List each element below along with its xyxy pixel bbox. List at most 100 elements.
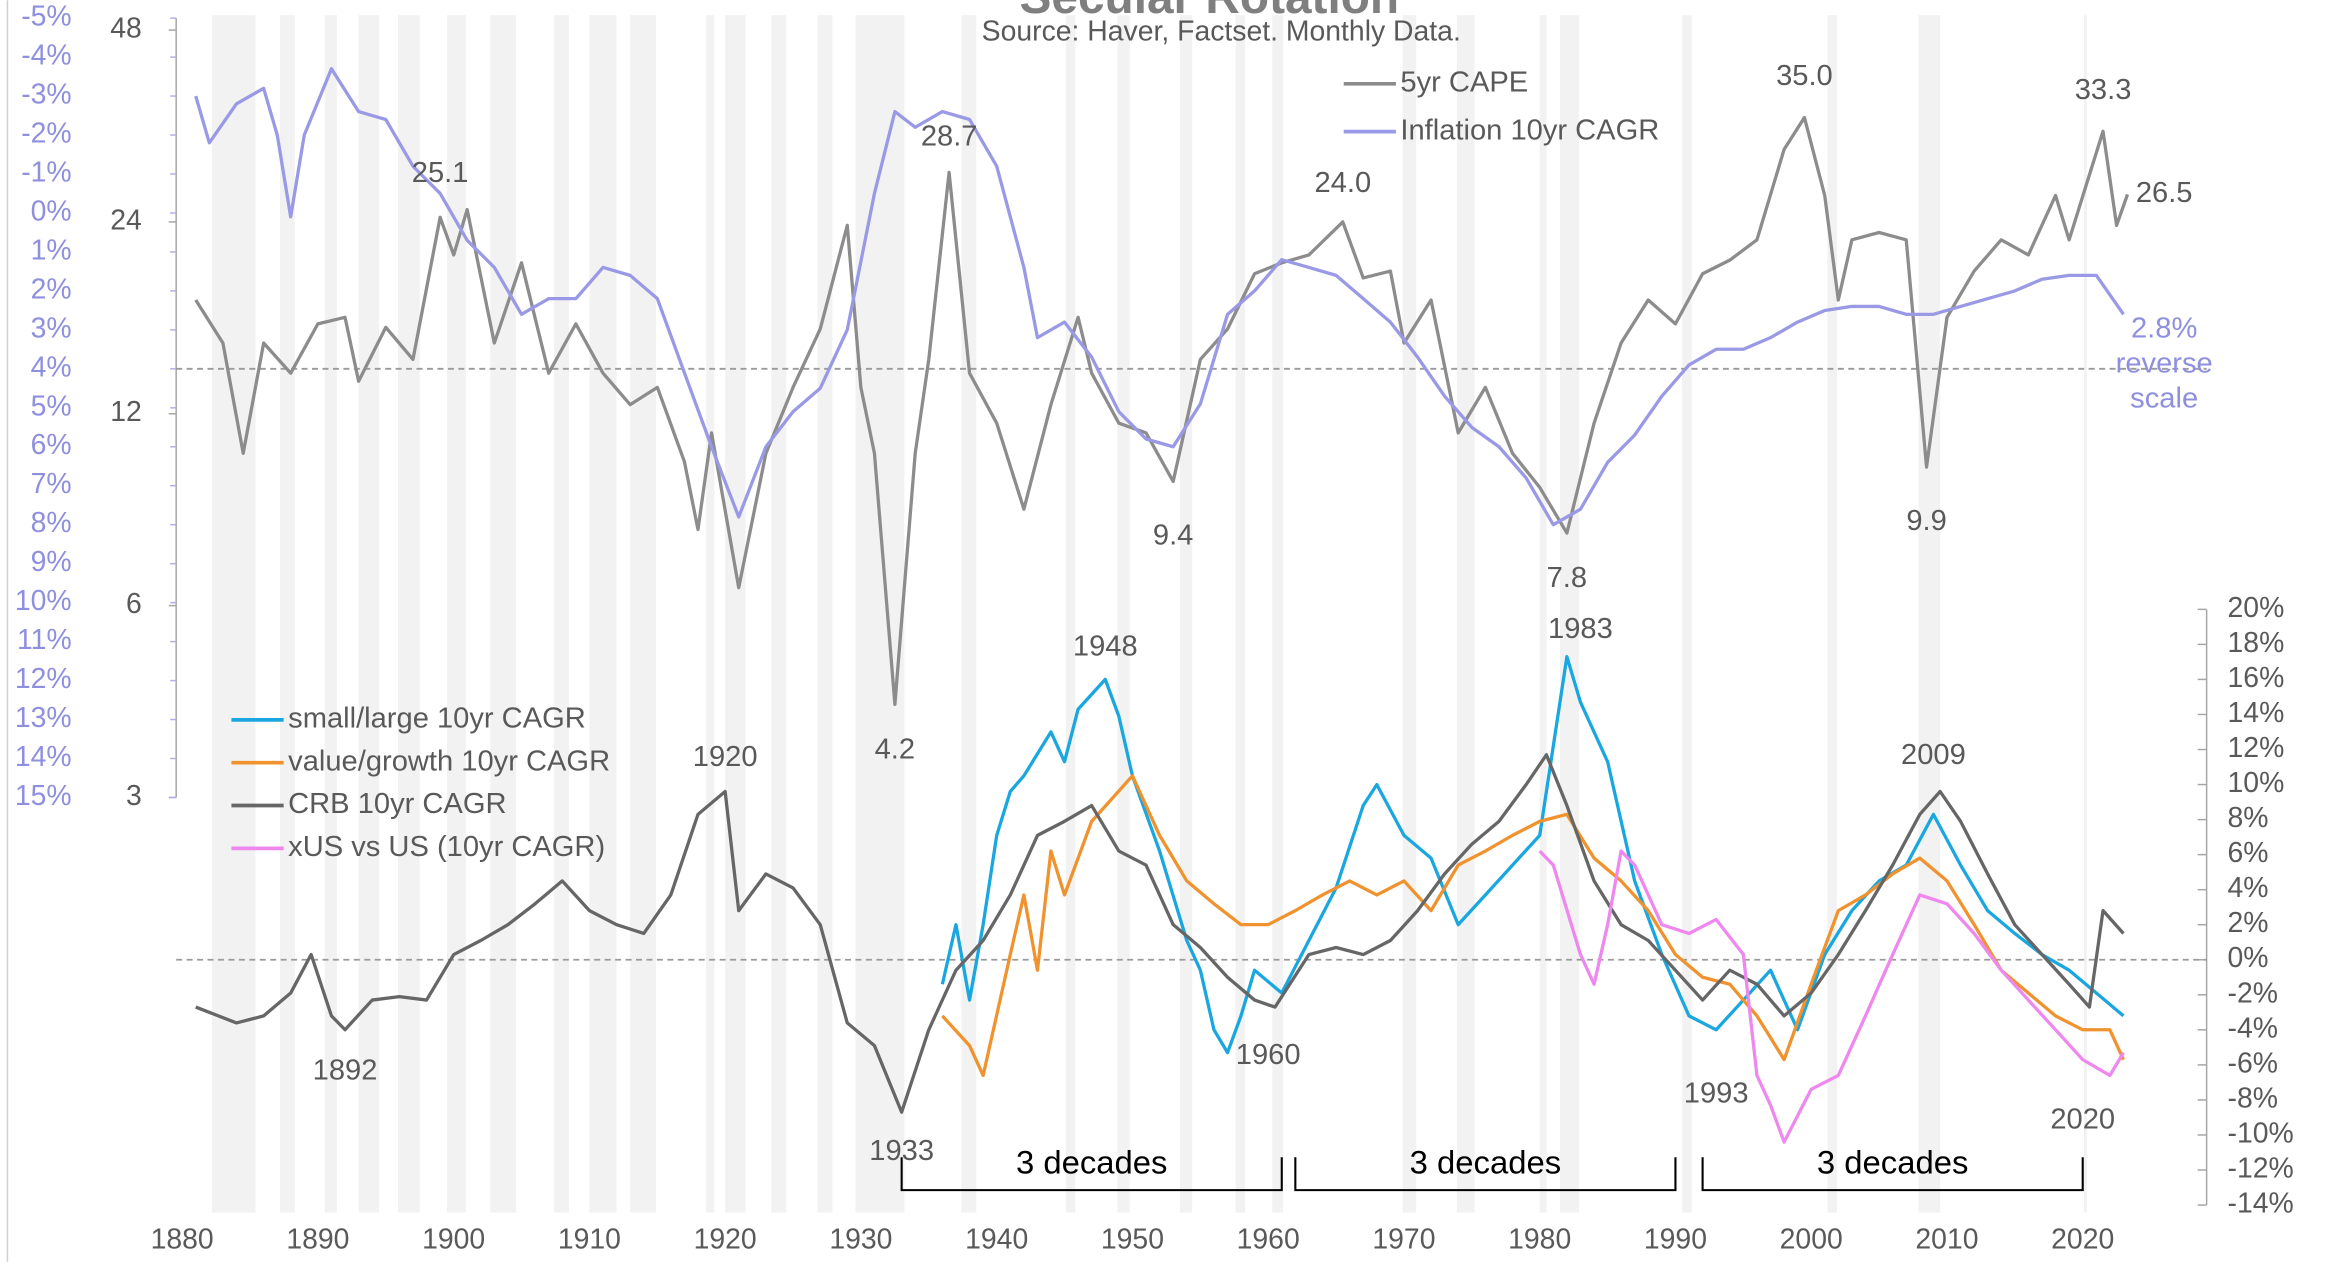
y2-tick-label: 7% (31, 468, 72, 500)
bracket-label: 3 decades (1016, 1143, 1168, 1180)
y2-tick-label: -5% (21, 1, 71, 33)
recession-band (554, 15, 570, 1213)
annotation: 25.1 (412, 157, 469, 189)
y-tick-label: -6% (2228, 1047, 2278, 1079)
annotation: 1993 (1684, 1077, 1749, 1109)
recession-band (1272, 15, 1284, 1213)
recession-band (771, 15, 787, 1213)
legend-label: xUS vs US (10yr CAGR) (288, 831, 605, 863)
shading-layer (212, 15, 2087, 1213)
annotation: 26.5 (2136, 177, 2193, 209)
x-tick-label: 1910 (558, 1223, 621, 1255)
y-tick-label: -12% (2228, 1152, 2294, 1184)
recession-band (397, 15, 420, 1213)
y-tick-label: -14% (2228, 1188, 2294, 1220)
y-tick-label: 0% (2228, 942, 2269, 974)
y2-tick-label: -4% (21, 40, 71, 72)
recession-band (706, 15, 715, 1213)
legend-label: Inflation 10yr CAGR (1400, 114, 1659, 146)
y-tick-label: 14% (2228, 697, 2285, 729)
y2-tick-label: 13% (15, 702, 72, 734)
y2-tick-label: -2% (21, 118, 71, 150)
x-tick-label: 1980 (1508, 1223, 1571, 1255)
y-tick-label: -8% (2228, 1082, 2278, 1114)
y-tick-label: 16% (2228, 662, 2285, 694)
bracket (1294, 1157, 1677, 1192)
y-tick-label: -10% (2228, 1117, 2294, 1149)
recession-band (1539, 15, 1547, 1213)
series-line (194, 67, 2125, 527)
legend-label: small/large 10yr CAGR (288, 703, 586, 735)
recession-band (279, 15, 295, 1213)
x-tick-label: 1880 (151, 1223, 214, 1255)
annotation: 9.9 (1906, 505, 1946, 537)
y-tick-label: 24 (110, 204, 142, 236)
annotation: 4.2 (875, 734, 915, 766)
y2-tick-label: 15% (15, 780, 72, 812)
annotation: 2.8% (2131, 313, 2197, 345)
annotation: 7.8 (1547, 562, 1587, 594)
y2-tick-label: 12% (15, 663, 72, 695)
series-line (195, 753, 2125, 1114)
recession-band (817, 15, 833, 1213)
y2-tick-label: 5% (31, 390, 72, 422)
x-tick-label: 1960 (1237, 1223, 1300, 1255)
series-line (941, 774, 2125, 1078)
y-tick-label: -4% (2228, 1012, 2278, 1044)
bracket (900, 1157, 1283, 1192)
recession-band (490, 15, 517, 1213)
x-tick-label: 1940 (965, 1223, 1028, 1255)
x-tick-label: 1890 (286, 1223, 349, 1255)
recession-band (589, 15, 617, 1213)
y-tick-label: 8% (2228, 802, 2269, 834)
recession-band (324, 15, 337, 1213)
annotation: 2020 (2050, 1104, 2115, 1136)
y2-tick-label: 4% (31, 351, 72, 383)
recession-band (1827, 15, 1837, 1213)
recession-band (1235, 15, 1246, 1213)
y2-tick-label: -3% (21, 79, 71, 111)
legend-label: 5yr CAPE (1400, 67, 1528, 99)
y-tick-label: 6 (126, 588, 142, 620)
recession-band (1402, 15, 1417, 1213)
y-tick-label: 4% (2228, 872, 2269, 904)
legend-label: CRB 10yr CAGR (288, 788, 506, 820)
annotation: 28.7 (921, 121, 978, 153)
recession-band (1117, 15, 1130, 1213)
annotation: scale (2130, 383, 2198, 415)
y-tick-label: 12 (110, 396, 142, 428)
series-line (1538, 849, 2125, 1144)
recession-band (1560, 15, 1580, 1213)
y-tick-label: 18% (2228, 627, 2285, 659)
annotation: 24.0 (1315, 167, 1372, 199)
annotation: 33.3 (2075, 74, 2132, 106)
y2-tick-label: 10% (15, 585, 72, 617)
annotation: 1960 (1236, 1039, 1301, 1071)
bracket-label: 3 decades (1817, 1143, 1969, 1180)
y2-tick-label: 3% (31, 312, 72, 344)
x-tick-label: 2020 (2051, 1223, 2114, 1255)
y2-tick-label: 1% (31, 234, 72, 266)
y-tick-label: 12% (2228, 732, 2285, 764)
annotation: 1920 (693, 741, 758, 773)
x-tick-label: 1930 (829, 1223, 892, 1255)
recession-band (2084, 15, 2087, 1213)
annotation: 2009 (1901, 739, 1966, 771)
recession-band (725, 15, 746, 1213)
annotation: reverse (2116, 348, 2213, 380)
bracket (1701, 1157, 2084, 1192)
x-tick-label: 1920 (694, 1223, 757, 1255)
x-tick-label: 2000 (1780, 1223, 1843, 1255)
annotation: 9.4 (1153, 519, 1193, 551)
y2-tick-label: 6% (31, 429, 72, 461)
y2-tick-label: 14% (15, 741, 72, 773)
x-tick-label: 1900 (422, 1223, 485, 1255)
bracket-label: 3 decades (1410, 1143, 1562, 1180)
y2-tick-label: 8% (31, 507, 72, 539)
y2-tick-label: 11% (17, 624, 72, 656)
recession-band (630, 15, 656, 1213)
y2-tick-label: 0% (31, 195, 72, 227)
y-tick-label: 3 (126, 780, 142, 812)
